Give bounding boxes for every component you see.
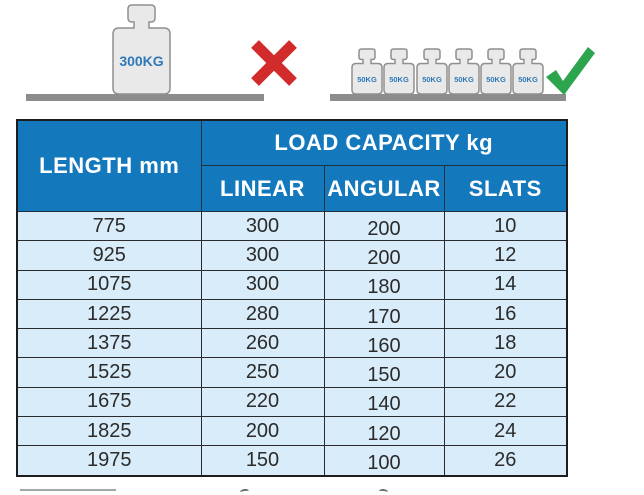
cell-angular: 200 [323,240,445,271]
cell-angular: 200 [323,210,445,242]
load-capacity-illustration: 300KG 50KG 50KG 50KG 50KG 50KG 50KG [0,0,644,112]
cell-linear: 250 [200,357,325,388]
load-capacity-table: LENGTH mm LOAD CAPACITY kg LINEAR ANGULA… [16,119,569,477]
weight-50kg-icon: 50KG [480,48,512,95]
cutoff-shelf-line [20,489,116,491]
table-row: 1675 220 140 22 [16,386,568,418]
cell-linear: 260 [200,328,325,359]
cell-length: 775 [16,210,202,242]
header-linear: LINEAR [200,165,325,212]
weight-300kg-label: 300KG [119,53,163,69]
cell-length: 1225 [16,298,202,330]
cell-linear: 300 [200,240,325,271]
shelf-right [330,94,566,101]
cell-length: 925 [16,240,202,271]
check-icon [546,47,595,95]
header-slats: SLATS [443,165,568,212]
weight-50kg-label: 50KG [486,75,506,84]
cell-slats: 12 [443,240,568,271]
cell-angular: 160 [323,328,445,359]
weight-50kg-icon: 50KG [416,48,448,95]
cell-length: 1075 [16,269,202,300]
cell-angular: 150 [323,357,445,388]
cell-linear: 220 [200,386,325,418]
cell-linear: 300 [200,269,325,300]
header-load-capacity: LOAD CAPACITY kg [200,119,568,166]
header-length: LENGTH mm [16,119,202,212]
weight-300kg-icon: 300KG [112,4,171,95]
cell-slats: 20 [443,357,568,388]
cell-linear: 200 [200,416,325,447]
weight-50kg-icon: 50KG [448,48,480,95]
weight-50kg-icon: 50KG [383,48,415,95]
table-row: 1225 280 170 16 [16,298,568,330]
cell-slats: 24 [443,416,568,447]
cell-length: 1675 [16,386,202,418]
weight-50kg-label: 50KG [422,75,442,84]
table-row: 1975 150 100 26 [16,445,568,477]
cell-length: 1525 [16,357,202,388]
table-row: 775 300 200 10 [16,210,568,242]
cell-slats: 26 [443,445,568,477]
cell-slats: 22 [443,386,568,418]
table-row: 1375 260 160 18 [16,328,568,359]
weight-50kg-label: 50KG [389,75,409,84]
table-row: 1525 250 150 20 [16,357,568,388]
weight-50kg-icon: 50KG [512,48,544,95]
cell-linear: 280 [200,298,325,330]
cell-slats: 14 [443,269,568,300]
cell-angular: 140 [323,386,445,418]
cell-linear: 150 [200,445,325,477]
weight-50kg-icon: 50KG [351,48,383,95]
cell-length: 1375 [16,328,202,359]
cell-slats: 18 [443,328,568,359]
table-row: 925 300 200 12 [16,240,568,271]
weight-50kg-label: 50KG [518,75,538,84]
cross-icon [251,40,297,86]
cell-linear: 300 [200,210,325,242]
shelf-left [26,94,264,101]
cell-length: 1825 [16,416,202,447]
table-row: 1825 200 120 24 [16,416,568,447]
cell-angular: 170 [323,298,445,330]
cell-angular: 100 [323,445,445,477]
weight-50kg-label: 50KG [357,75,377,84]
cell-angular: 120 [323,416,445,447]
cell-slats: 16 [443,298,568,330]
cell-angular: 180 [323,269,445,300]
table-row: 1075 300 180 14 [16,269,568,300]
weight-50kg-label: 50KG [454,75,474,84]
cell-length: 1975 [16,445,202,477]
cell-slats: 10 [443,210,568,242]
header-angular: ANGULAR [323,165,445,212]
